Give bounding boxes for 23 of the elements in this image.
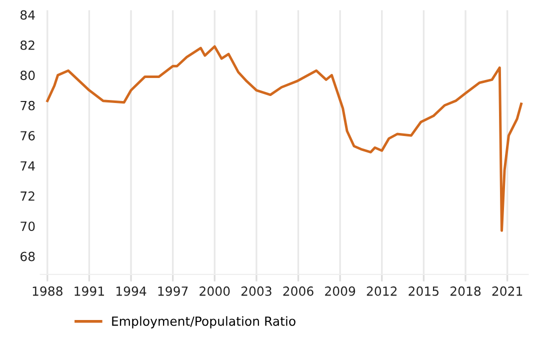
- y-tick-label: 80: [20, 70, 35, 80]
- x-tick-label: 2015: [408, 286, 439, 296]
- y-tick-label: 84: [20, 10, 35, 20]
- y-tick-label: 72: [20, 191, 34, 201]
- y-tick-label: 78: [20, 100, 35, 110]
- x-tick-label: 2018: [450, 286, 481, 296]
- x-tick-label: 2003: [241, 286, 272, 296]
- y-tick-label: 76: [20, 131, 35, 140]
- y-tick-label: 68: [20, 252, 35, 262]
- y-tick-label: 70: [20, 222, 35, 232]
- x-tick-label: 1997: [158, 286, 188, 296]
- x-tick-label: 1991: [74, 286, 104, 296]
- x-tick-label: 1988: [32, 286, 62, 296]
- x-tick-label: 2009: [325, 286, 356, 296]
- x-tick-label: 2021: [492, 286, 522, 296]
- y-tick-label: 74: [20, 161, 35, 170]
- x-tick-label: 2012: [366, 286, 397, 296]
- x-tick-label: 1994: [116, 286, 146, 296]
- line-series: [46, 45, 522, 232]
- y-tick-label: 82: [20, 40, 34, 50]
- x-tick-label: 2006: [283, 286, 314, 296]
- x-tick-label: 2000: [200, 286, 230, 296]
- legend-label: Employment/Population Ratio: [112, 316, 296, 328]
